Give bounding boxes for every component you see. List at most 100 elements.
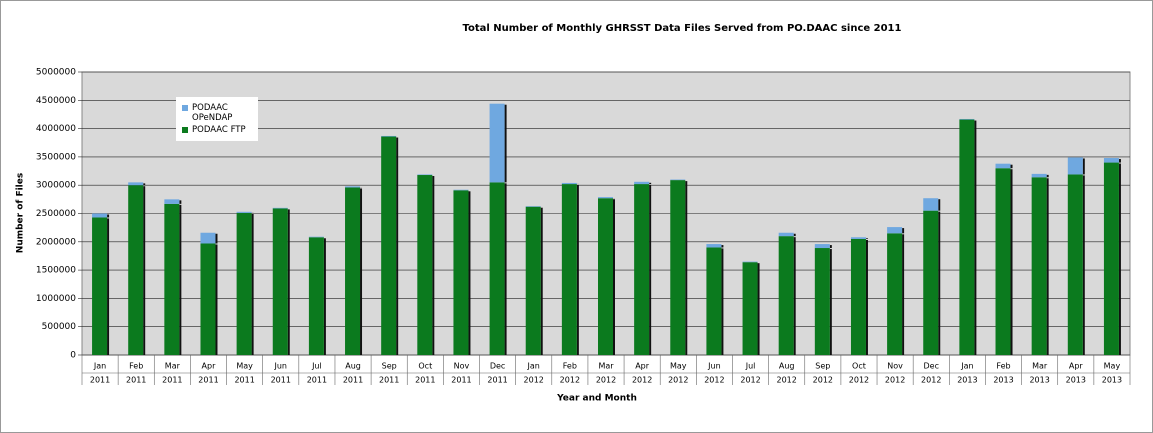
bar-shadow	[757, 263, 760, 355]
x-tick-label-year: 2012	[632, 376, 652, 385]
x-tick-label: Dec	[923, 362, 938, 371]
bar	[525, 206, 541, 355]
bar	[959, 119, 975, 355]
bar-shadow	[576, 185, 579, 355]
x-tick-label-year: 2012	[560, 376, 580, 385]
x-tick-label: Nov	[887, 362, 903, 371]
bar-shadow	[721, 245, 724, 248]
bar	[850, 237, 866, 239]
x-tick-label-year: 2012	[524, 376, 544, 385]
bar	[959, 118, 975, 120]
bar	[345, 187, 361, 355]
x-tick-label: May	[236, 362, 253, 371]
bar-shadow	[540, 207, 543, 355]
bar-shadow	[179, 204, 182, 355]
bar-shadow	[1082, 158, 1085, 175]
bar	[598, 197, 613, 199]
y-axis-title: Number of Files	[16, 173, 26, 253]
bar	[308, 237, 324, 355]
bar-shadow	[902, 228, 905, 234]
x-tick-label: Oct	[418, 362, 432, 371]
bar	[1067, 157, 1083, 175]
x-tick-label: Feb	[996, 362, 1010, 371]
bar-shadow	[613, 199, 615, 355]
x-tick-label: Apr	[635, 362, 650, 371]
y-tick-label: 500000	[42, 322, 77, 332]
bar	[670, 179, 686, 181]
bar	[561, 182, 577, 185]
y-tick-label: 5000000	[36, 68, 76, 78]
x-tick-label-year: 2011	[126, 376, 146, 385]
bar-shadow	[865, 239, 868, 355]
bar	[417, 174, 433, 176]
bar	[706, 247, 722, 355]
legend-item: PODAAC OPeNDAP	[182, 103, 254, 123]
bar-shadow	[215, 244, 218, 355]
bar	[272, 208, 288, 355]
bar-shadow	[468, 191, 471, 355]
chart-title: Total Number of Monthly GHRSST Data File…	[463, 23, 902, 34]
bar	[1067, 174, 1083, 355]
y-tick-label: 3000000	[36, 181, 76, 191]
bar	[200, 243, 216, 355]
legend-label: PODAAC OPeNDAP	[192, 103, 233, 123]
x-tick-label-year: 2012	[777, 376, 797, 385]
bar-shadow	[1010, 164, 1013, 169]
bar	[887, 227, 903, 234]
x-tick-label-year: 2011	[379, 376, 399, 385]
bar-shadow	[323, 238, 326, 355]
bar	[634, 181, 650, 185]
bar	[128, 185, 144, 355]
x-tick-label: Jun	[274, 362, 288, 371]
y-tick-label: 4000000	[36, 124, 76, 134]
x-tick-label: Sep	[815, 362, 830, 371]
bar-shadow	[1046, 174, 1049, 178]
bar-shadow	[793, 237, 796, 355]
x-tick-label-year: 2012	[921, 376, 941, 385]
bar-shadow	[1046, 178, 1049, 355]
x-tick-label: Jan	[960, 362, 973, 371]
y-tick-label: 1500000	[36, 266, 76, 276]
x-tick-label-year: 2012	[813, 376, 833, 385]
bar	[561, 184, 577, 355]
x-tick-label: Feb	[129, 362, 143, 371]
y-tick-label: 0	[70, 351, 76, 361]
x-tick-label: Feb	[563, 362, 577, 371]
x-tick-label: Aug	[779, 362, 795, 371]
legend-label: PODAAC FTP	[192, 125, 246, 135]
bar-shadow	[974, 120, 977, 355]
x-tick-label-year: 2011	[162, 376, 182, 385]
bar-shadow	[721, 248, 724, 355]
bar	[1103, 162, 1119, 355]
x-tick-label-year: 2012	[596, 376, 616, 385]
bar-shadow	[865, 238, 868, 239]
x-axis-title: Year and Month	[556, 394, 637, 404]
x-tick-label-year: 2011	[307, 376, 327, 385]
y-tick-label: 4500000	[36, 96, 76, 106]
bar-shadow	[432, 176, 435, 355]
x-tick-label: May	[670, 362, 687, 371]
x-tick-label-year: 2011	[451, 376, 471, 385]
bar	[814, 248, 830, 355]
x-tick-label: Apr	[202, 362, 217, 371]
bar	[598, 198, 613, 355]
bar-shadow	[1010, 169, 1013, 355]
x-tick-label: Mar	[598, 362, 614, 371]
bar-shadow	[143, 183, 146, 186]
legend-swatch	[182, 105, 188, 111]
x-tick-label-year: 2011	[271, 376, 291, 385]
bar	[453, 190, 469, 355]
bar	[995, 163, 1011, 169]
bar-shadow	[1082, 175, 1085, 355]
bar	[923, 198, 939, 211]
x-tick-label: Oct	[852, 362, 866, 371]
x-tick-label-year: 2011	[198, 376, 218, 385]
x-tick-label-year: 2011	[415, 376, 435, 385]
x-tick-label-year: 2011	[487, 376, 507, 385]
x-tick-label-year: 2013	[993, 376, 1013, 385]
x-tick-label-year: 2012	[740, 376, 760, 385]
bar	[345, 186, 361, 188]
x-tick-label: Jul	[311, 362, 322, 371]
